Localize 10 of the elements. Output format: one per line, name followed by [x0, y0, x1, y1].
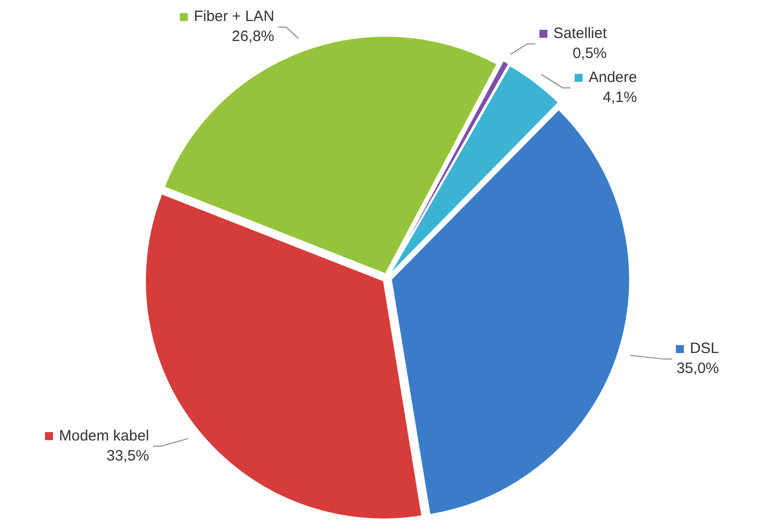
data-label: 26,8%	[232, 28, 274, 46]
legend-label: Fiber + LAN	[194, 8, 274, 26]
legend-label: Modem kabel	[58, 427, 150, 444]
data-label: 4,1%	[602, 88, 637, 106]
legend-label: Satelliet	[553, 24, 608, 42]
data-label: 35,0%	[676, 360, 720, 378]
legend-label: DSL	[690, 340, 720, 358]
legend-label: Andere	[588, 68, 637, 86]
data-label: 33,5%	[106, 447, 150, 464]
data-label: 0,5%	[572, 44, 607, 62]
